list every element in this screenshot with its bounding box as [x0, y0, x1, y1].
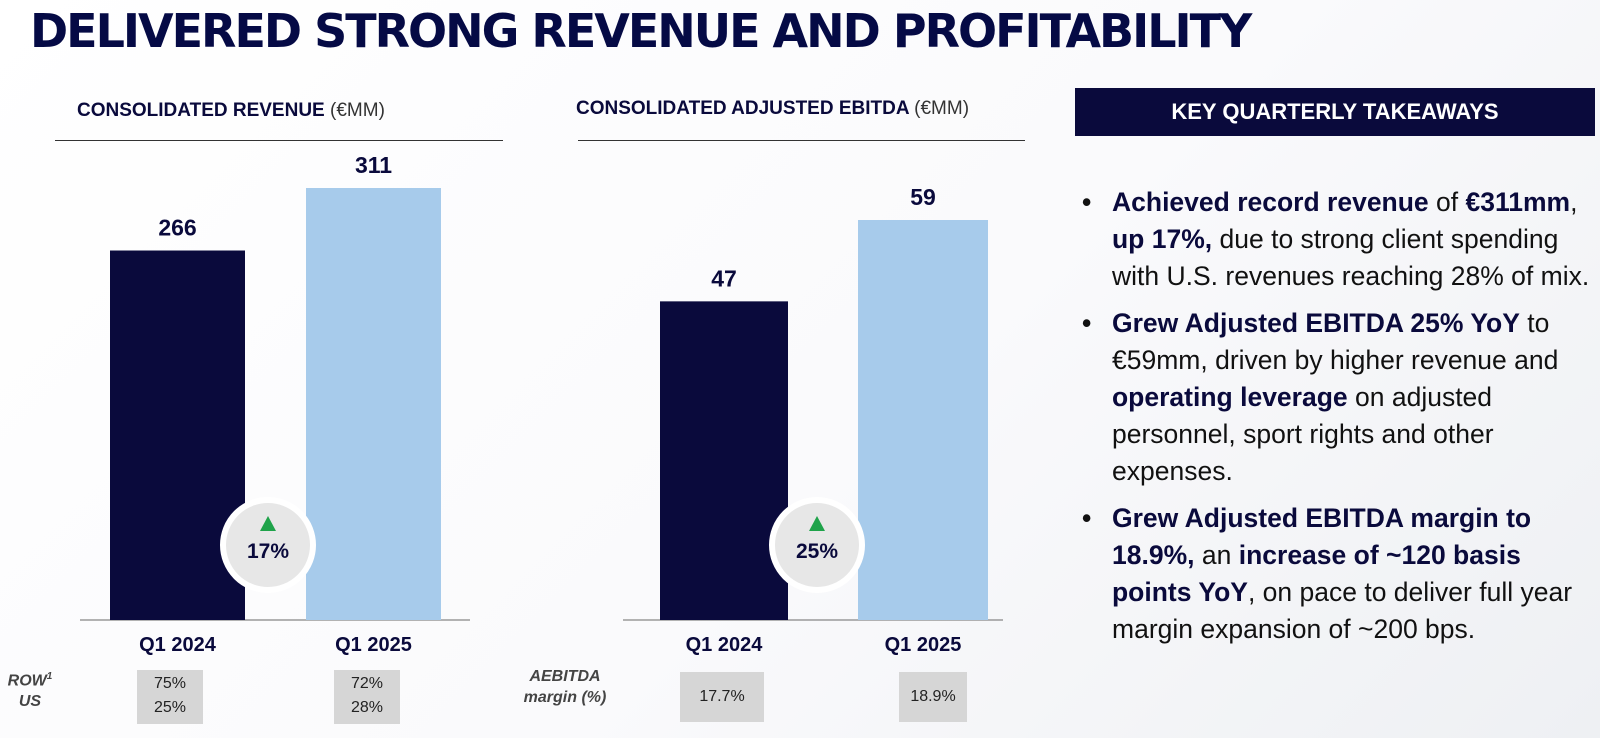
- takeaway-item: • Grew Adjusted EBITDA 25% YoY to €59mm, …: [1082, 305, 1592, 490]
- takeaway-text: , on pace to deliver full year margin ex…: [1112, 577, 1573, 644]
- revenue-chart-unit: (€MM): [330, 100, 385, 121]
- row-share-q1-2024: 75%: [153, 675, 187, 692]
- x-tick-label: Q1 2025: [885, 634, 962, 656]
- takeaway-text: on adjusted personnel, sport rights and …: [1112, 382, 1494, 486]
- growth-percent: 17%: [247, 540, 289, 563]
- revenue-mix-q1-2024: 75% 25%: [137, 670, 203, 724]
- takeaway-text: due to strong client spending with U.S. …: [1112, 224, 1590, 291]
- margin-q1-2025: 18.9%: [899, 672, 967, 722]
- margin-label-line1: AEBITDA: [529, 668, 601, 685]
- margin-q1-2024: 17.7%: [680, 672, 764, 722]
- row-footnote-mark: 1: [46, 671, 53, 682]
- takeaway-text: operating leverage: [1112, 382, 1348, 412]
- bar-q1-2024: [660, 301, 788, 620]
- takeaway-text: increase of ~120 basis points YoY: [1112, 540, 1521, 607]
- takeaway-text: up 17%,: [1112, 224, 1213, 254]
- revenue-chart-title: CONSOLIDATED REVENUE (€MM): [77, 100, 385, 122]
- takeaway-text: Grew Adjusted EBITDA 25% YoY: [1112, 308, 1520, 338]
- ebitda-chart-title: CONSOLIDATED ADJUSTED EBITDA (€MM): [576, 98, 969, 120]
- row-label: ROW1: [7, 671, 53, 690]
- takeaway-text: Grew Adjusted EBITDA margin to 18.9%,: [1112, 503, 1532, 570]
- x-tick-label: Q1 2025: [335, 634, 412, 656]
- page-title: DELIVERED STRONG REVENUE AND PROFITABILI…: [30, 4, 1252, 58]
- takeaways-header: KEY QUARTERLY TAKEAWAYS: [1075, 88, 1595, 136]
- margin-label: AEBITDA margin (%): [510, 666, 620, 708]
- takeaway-item: • Achieved record revenue of €311mm, up 1…: [1082, 184, 1592, 295]
- takeaway-item: • Grew Adjusted EBITDA margin to 18.9%, a…: [1082, 500, 1592, 648]
- bullet-icon: •: [1082, 308, 1092, 338]
- growth-percent: 25%: [796, 540, 838, 563]
- us-share-q1-2024: 25%: [153, 699, 187, 716]
- row-share-q1-2025: 72%: [350, 675, 384, 692]
- data-label: 47: [711, 265, 737, 291]
- margin-label-line2: margin (%): [523, 689, 607, 706]
- ebitda-chart-rule: [578, 140, 1025, 141]
- takeaway-text: €311mm: [1465, 187, 1571, 217]
- revenue-mix-labels: ROW1 US: [0, 666, 60, 712]
- growth-badge: [769, 497, 865, 593]
- growth-badge: [220, 497, 316, 593]
- bar-q1-2025: [858, 220, 988, 620]
- takeaway-text: of: [1428, 187, 1466, 217]
- data-label: 266: [158, 215, 196, 241]
- data-label: 311: [355, 152, 392, 178]
- takeaway-text: ,: [1570, 187, 1578, 217]
- bullet-icon: •: [1082, 503, 1092, 533]
- bar-q1-2025: [306, 188, 441, 620]
- up-arrow-icon: [260, 516, 276, 531]
- up-arrow-icon: [809, 516, 825, 531]
- takeaway-text: to €59mm, driven by higher revenue and: [1112, 308, 1559, 375]
- takeaways-list: • Achieved record revenue of €311mm, up 1…: [1082, 184, 1592, 658]
- data-label: 59: [910, 184, 936, 210]
- us-share-q1-2025: 28%: [350, 699, 384, 716]
- us-label: US: [18, 693, 42, 711]
- bullet-icon: •: [1082, 187, 1092, 217]
- ebitda-chart-unit: (€MM): [914, 98, 970, 119]
- revenue-chart-title-text: CONSOLIDATED REVENUE: [77, 100, 325, 121]
- takeaway-text: an: [1194, 540, 1239, 570]
- ebitda-chart-title-text: CONSOLIDATED ADJUSTED EBITDA: [576, 98, 909, 119]
- x-tick-label: Q1 2024: [686, 634, 764, 656]
- takeaway-text: Achieved record revenue: [1112, 187, 1429, 217]
- revenue-mix-q1-2025: 72% 28%: [334, 670, 400, 724]
- revenue-chart-rule: [55, 140, 503, 141]
- x-tick-label: Q1 2024: [139, 634, 217, 656]
